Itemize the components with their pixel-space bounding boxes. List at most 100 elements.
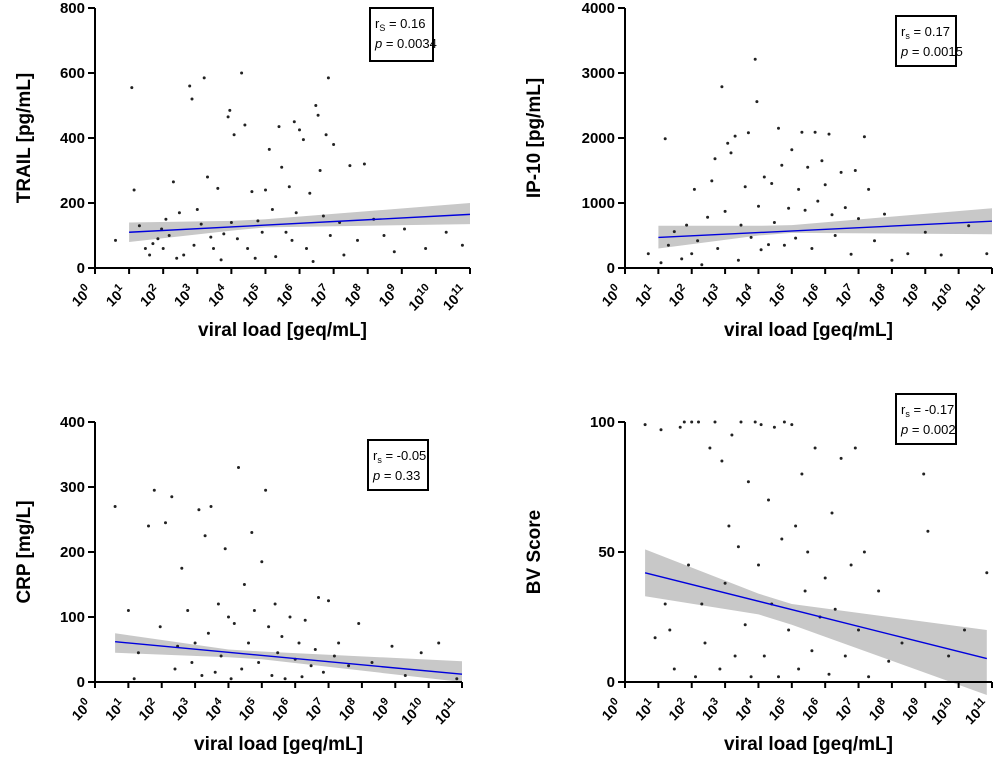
chart-2-point [197, 508, 201, 512]
chart-1-point [853, 169, 857, 172]
chart-2-point [321, 670, 325, 674]
chart-1-point [646, 252, 650, 256]
chart-3-xtick-label: 109 [897, 695, 925, 723]
chart-3-point [749, 675, 753, 679]
chart-1-point [890, 258, 894, 262]
chart-0-xtick-label: 104 [203, 281, 232, 310]
chart-1-point [736, 258, 740, 262]
chart-0-point [212, 247, 215, 250]
chart-2-xtick-label: 108 [334, 695, 362, 723]
chart-3-stats-rs: rs = -0.17 [901, 402, 954, 419]
chart-0-point [132, 188, 136, 192]
chart-2-xtick-label: 105 [234, 695, 262, 723]
chart-2-point [132, 677, 136, 681]
chart-2-point [267, 625, 271, 629]
chart-3-point [857, 628, 860, 632]
chart-1-point [743, 185, 747, 189]
chart-1-regression-line [658, 220, 993, 239]
chart-3-point [723, 581, 727, 585]
chart-2-point [213, 670, 217, 674]
chart-0-stats-rs: rS = 0.16 [375, 16, 425, 33]
chart-1-point [666, 243, 670, 247]
chart-0-xtick-label: 100 [67, 281, 95, 309]
chart-2-point [158, 625, 162, 629]
chart-1-point [794, 236, 798, 240]
chart-0-point [188, 84, 192, 88]
chart-1-point [839, 170, 843, 174]
chart-1-point [816, 199, 820, 203]
chart-3-point [767, 498, 770, 502]
chart-0-point [424, 247, 428, 250]
chart-0-point [143, 247, 147, 250]
chart-1-point [700, 263, 704, 267]
chart-0-point [216, 186, 220, 190]
chart-1-xtick-label: 104 [731, 281, 760, 310]
chart-3-point [813, 446, 817, 450]
chart-1-y-axis-title: IP-10 [pg/mL] [524, 78, 545, 198]
chart-1-xtick-label: 1010 [926, 281, 958, 313]
chart-0-xtick-label: 109 [374, 281, 402, 309]
chart-1-point [830, 213, 834, 217]
chart-1-confidence-band [658, 208, 992, 249]
chart-3-point [713, 420, 717, 424]
chart-1-point [759, 248, 763, 252]
chart-3-point [849, 563, 853, 567]
chart-2-point [347, 664, 351, 668]
chart-3-point [659, 428, 663, 432]
chart-1-point [857, 217, 860, 221]
chart-2-xtick-label: 106 [267, 695, 295, 723]
chart-1-stats-p: p = 0.0015 [900, 44, 963, 59]
chart-2-xtick-label: 109 [367, 695, 395, 723]
chart-1-point [873, 239, 876, 243]
chart-1-ytick-label: 0 [607, 260, 615, 277]
chart-2-point [193, 641, 197, 645]
chart-1-point [739, 223, 743, 227]
chart-1-point [787, 206, 791, 210]
chart-0-ytick-label: 0 [77, 260, 85, 277]
chart-2-point [332, 654, 336, 658]
chart-2-xtick-label: 102 [134, 695, 162, 723]
chart-2-xtick-label: 103 [167, 695, 195, 723]
chart-0-point [316, 113, 320, 117]
chart-0-point [270, 208, 274, 211]
chart-0-point [114, 238, 117, 242]
chart-2-point [203, 534, 207, 538]
chart-3-point [678, 425, 682, 429]
chart-0-regression-line [129, 213, 471, 233]
chart-1-stats-rs: rs = 0.17 [901, 24, 950, 41]
chart-0-point [229, 221, 233, 224]
chart-3-xtick-label: 108 [864, 695, 892, 723]
chart-1-point [767, 243, 770, 247]
chart-0-point [298, 128, 301, 132]
chart-1-point [867, 187, 871, 191]
chart-0-point [161, 247, 165, 250]
chart-3-point [794, 524, 798, 528]
chart-3-point [963, 628, 966, 632]
chart-3-point [787, 628, 791, 632]
chart-0-xtick-label: 101 [101, 281, 129, 309]
chart-2-ytick-label: 400 [60, 414, 85, 431]
chart-1-ytick-label: 3000 [582, 65, 615, 82]
chart-3-point [730, 433, 734, 437]
chart-3-point [797, 667, 801, 671]
chart-0-point [137, 224, 141, 228]
chart-0-point [219, 258, 223, 262]
chart-1-point [692, 187, 696, 191]
chart-3-confidence-band [645, 549, 987, 695]
chart-1-point [823, 183, 827, 187]
chart-2-point [240, 667, 244, 671]
chart-2-point [288, 615, 292, 619]
chart-1-point [762, 175, 766, 179]
chart-1-point [849, 252, 853, 256]
chart-3-point [839, 456, 843, 460]
chart-2-point [223, 547, 227, 551]
chart-1-point [923, 230, 927, 234]
chart-2-point [200, 674, 204, 677]
chart-2-point [276, 651, 280, 655]
chart-2-ytick-label: 100 [60, 609, 85, 626]
chart-0-point [356, 238, 359, 242]
chart-3-ytick-label: 50 [598, 544, 615, 561]
chart-2-ytick-label: 0 [77, 674, 85, 691]
